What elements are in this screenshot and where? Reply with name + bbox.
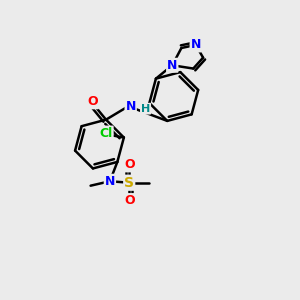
Text: O: O (124, 158, 134, 171)
Text: N: N (190, 38, 201, 51)
Text: N: N (105, 175, 115, 188)
Text: O: O (87, 95, 98, 108)
Text: O: O (124, 194, 134, 207)
Text: Cl: Cl (99, 127, 113, 140)
Text: H: H (141, 104, 150, 114)
Text: N: N (167, 59, 177, 72)
Text: S: S (124, 176, 134, 190)
Text: N: N (125, 100, 136, 113)
